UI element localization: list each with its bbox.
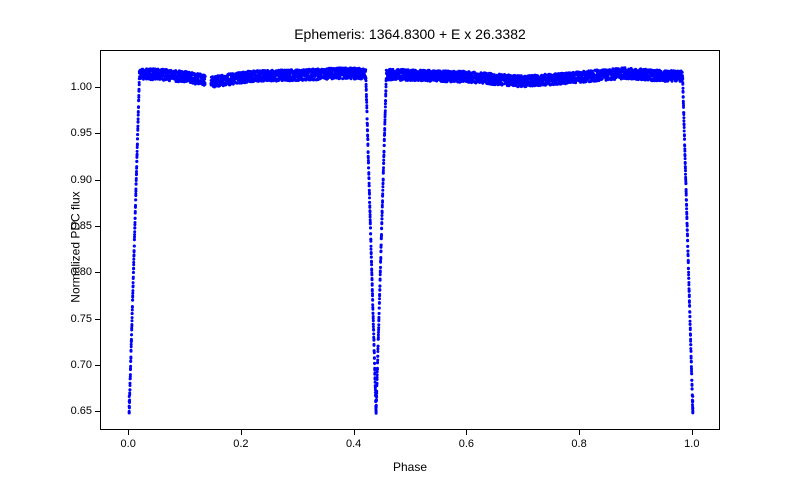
x-tick-label: 1.0 xyxy=(684,438,699,450)
y-tick-mark xyxy=(95,226,100,227)
x-tick-label: 0.4 xyxy=(346,438,361,450)
x-tick-label: 0.6 xyxy=(459,438,474,450)
y-tick-mark xyxy=(95,133,100,134)
y-tick-mark xyxy=(95,180,100,181)
plot-area xyxy=(100,50,720,430)
y-tick-mark xyxy=(95,319,100,320)
x-tick-mark xyxy=(579,430,580,435)
y-axis-label: Normalized PDC flux xyxy=(69,191,83,302)
y-tick-label: 0.85 xyxy=(60,220,92,232)
y-tick-label: 0.80 xyxy=(60,266,92,278)
y-tick-label: 0.95 xyxy=(60,127,92,139)
chart-title: Ephemeris: 1364.8300 + E x 26.3382 xyxy=(100,26,720,42)
x-axis-label: Phase xyxy=(100,460,720,474)
x-tick-mark xyxy=(354,430,355,435)
y-tick-label: 0.70 xyxy=(60,359,92,371)
y-tick-mark xyxy=(95,87,100,88)
scatter-canvas xyxy=(101,51,721,431)
y-tick-label: 0.90 xyxy=(60,174,92,186)
x-tick-label: 0.0 xyxy=(121,438,136,450)
x-tick-mark xyxy=(128,430,129,435)
y-tick-mark xyxy=(95,365,100,366)
y-tick-mark xyxy=(95,411,100,412)
y-tick-mark xyxy=(95,272,100,273)
chart-container: Ephemeris: 1364.8300 + E x 26.3382 Norma… xyxy=(0,0,800,500)
x-tick-mark xyxy=(692,430,693,435)
x-tick-mark xyxy=(466,430,467,435)
x-tick-label: 0.8 xyxy=(571,438,586,450)
x-tick-mark xyxy=(241,430,242,435)
y-tick-label: 1.00 xyxy=(60,81,92,93)
y-tick-label: 0.65 xyxy=(60,405,92,417)
x-tick-label: 0.2 xyxy=(233,438,248,450)
y-tick-label: 0.75 xyxy=(60,313,92,325)
